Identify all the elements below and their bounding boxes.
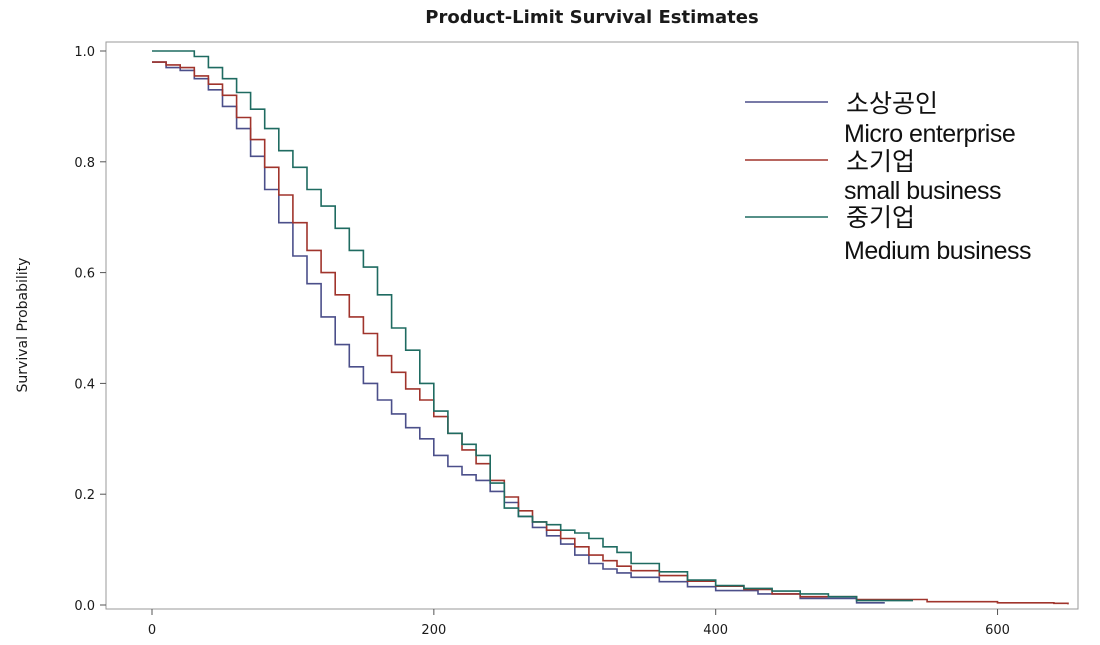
x-tick-label: 0 [148,623,156,638]
legend-label-kr-3: 중기업 [846,203,915,232]
x-tick-label: 200 [421,623,446,638]
y-tick-label: 0.6 [74,267,95,282]
series-line-1 [152,61,885,604]
series-line-3 [152,50,913,602]
x-tick-label: 600 [985,623,1010,638]
legend-label-en-3: Medium business [844,237,1031,265]
y-axis-label: Survival Probability [15,258,31,393]
x-axis: 0 200 400 600 [148,609,1010,638]
y-tick-label: 0.8 [74,156,95,171]
chart-title: Product-Limit Survival Estimates [425,7,758,28]
plot-frame [105,41,1079,610]
legend-label-en-2: small business [844,177,1001,205]
legend-label-kr-1: 소상공인 [846,89,938,118]
y-tick-label: 0.0 [74,599,95,614]
y-tick-label: 0.2 [74,488,95,503]
series-layer [152,50,1069,605]
x-tick-label: 400 [703,623,728,638]
legend-label-kr-2: 소기업 [846,147,915,176]
legend-label-en-1: Micro enterprise [844,120,1015,148]
y-axis: 0.0 0.2 0.4 0.6 0.8 1.0 [74,45,106,614]
y-tick-label: 1.0 [74,45,95,60]
y-tick-label: 0.4 [74,377,95,392]
